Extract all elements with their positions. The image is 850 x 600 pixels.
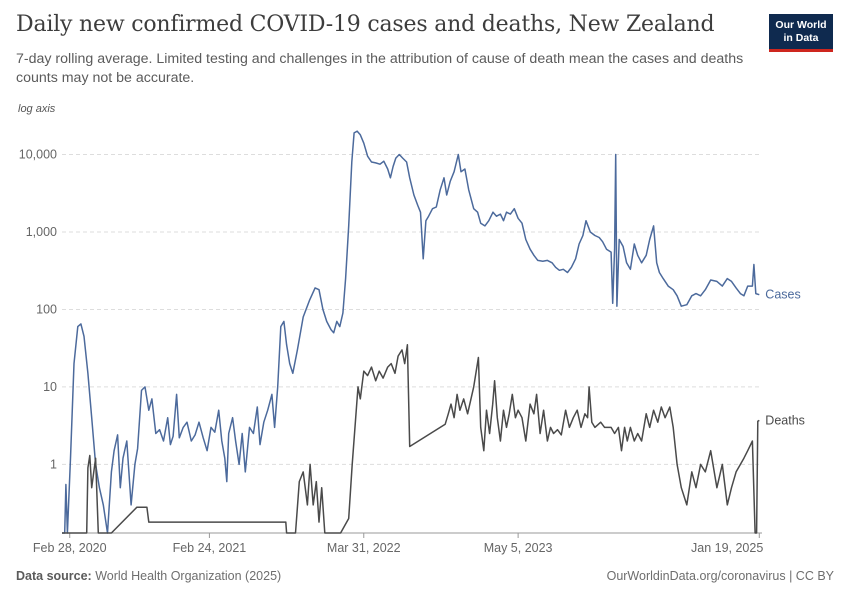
chart-subtitle: 7-day rolling average. Limited testing a… bbox=[16, 51, 744, 86]
series-labels: Cases Deaths bbox=[765, 288, 805, 428]
y-axis-ticks: log axis 1 10 100 1,000 10,000 bbox=[18, 103, 57, 471]
y-tick-label: 10,000 bbox=[19, 148, 57, 162]
logo-line-2: in Data bbox=[783, 31, 819, 44]
series-label-deaths[interactable]: Deaths bbox=[765, 413, 805, 427]
logo-line-1: Our World bbox=[775, 19, 827, 31]
x-tick-label: May 5, 2023 bbox=[484, 541, 553, 555]
y-axis-note: log axis bbox=[18, 103, 56, 115]
series-line-deaths[interactable] bbox=[62, 344, 760, 534]
data-source: Data source: World Health Organization (… bbox=[16, 569, 281, 583]
y-tick-label: 100 bbox=[36, 302, 57, 316]
owid-logo[interactable]: Our World in Data bbox=[769, 14, 833, 52]
source-url[interactable]: OurWorldinData.org/coronavirus | CC BY bbox=[606, 569, 834, 583]
y-tick-label: 1 bbox=[50, 457, 57, 471]
x-tick-label: Mar 31, 2022 bbox=[327, 541, 401, 555]
grid-lines bbox=[62, 154, 762, 465]
x-tick-label: Feb 24, 2021 bbox=[173, 541, 247, 555]
series-lines bbox=[62, 130, 760, 534]
data-source-label: Data source: bbox=[16, 569, 92, 583]
x-axis: Feb 28, 2020 Feb 24, 2021 Mar 31, 2022 May … bbox=[33, 532, 763, 555]
series-line-cases[interactable] bbox=[62, 130, 760, 534]
series-label-cases[interactable]: Cases bbox=[765, 288, 800, 302]
chart-title: Daily new confirmed COVID-19 cases and d… bbox=[16, 12, 715, 37]
x-tick-label: Feb 28, 2020 bbox=[33, 541, 107, 555]
y-tick-label: 10 bbox=[43, 380, 57, 394]
data-source-value[interactable]: World Health Organization (2025) bbox=[95, 569, 282, 583]
y-tick-label: 1,000 bbox=[26, 225, 57, 239]
x-tick-label: Jan 19, 2025 bbox=[691, 541, 763, 555]
